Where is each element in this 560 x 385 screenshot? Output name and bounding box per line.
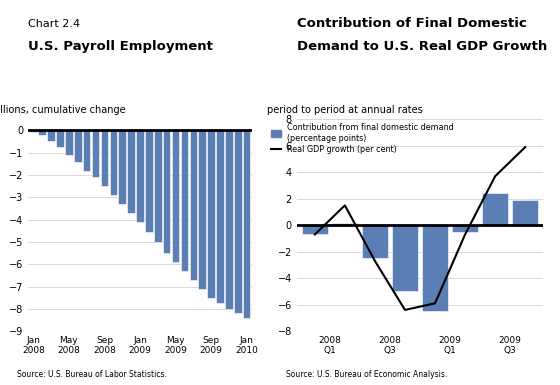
Bar [127, 131, 135, 213]
Bar [512, 200, 538, 225]
Bar [136, 131, 144, 222]
Bar [56, 131, 64, 147]
Bar [74, 131, 82, 162]
Bar [92, 131, 99, 177]
Bar [48, 131, 55, 141]
Text: Contribution of Final Domestic: Contribution of Final Domestic [297, 17, 526, 30]
Bar [452, 225, 478, 232]
Text: Source: U.S. Bureau of Economic Analysis.: Source: U.S. Bureau of Economic Analysis… [286, 370, 447, 379]
Bar [65, 131, 73, 155]
Bar [332, 223, 358, 225]
Bar [119, 131, 126, 204]
Bar [145, 131, 153, 232]
Text: U.S. Payroll Employment: U.S. Payroll Employment [28, 40, 213, 53]
Text: Demand to U.S. Real GDP Growth: Demand to U.S. Real GDP Growth [297, 40, 547, 53]
Bar [392, 225, 418, 291]
Bar [163, 131, 170, 253]
Text: Source: U.S. Bureau of Labor Statistics.: Source: U.S. Bureau of Labor Statistics. [17, 370, 167, 379]
Bar [101, 131, 108, 186]
Bar [207, 131, 215, 298]
Bar [225, 131, 232, 309]
Bar [198, 131, 206, 289]
Bar [83, 131, 91, 171]
Text: period to period at annual rates: period to period at annual rates [267, 105, 423, 115]
Bar [189, 131, 197, 280]
Bar [216, 131, 224, 303]
Text: Chart 2.4: Chart 2.4 [28, 19, 80, 29]
Bar [172, 131, 179, 262]
Bar [362, 225, 388, 258]
Bar [181, 131, 188, 271]
Bar [30, 131, 37, 132]
Bar [302, 225, 328, 234]
Bar [39, 131, 46, 135]
Bar [243, 131, 250, 318]
Bar [422, 225, 448, 311]
Legend: Contribution from final domestic demand
(percentage points), Real GDP growth (pe: Contribution from final domestic demand … [271, 123, 454, 154]
Text: millions, cumulative change: millions, cumulative change [0, 105, 125, 115]
Bar [154, 131, 161, 242]
Bar [110, 131, 117, 195]
Bar [234, 131, 241, 313]
Bar [482, 193, 508, 225]
